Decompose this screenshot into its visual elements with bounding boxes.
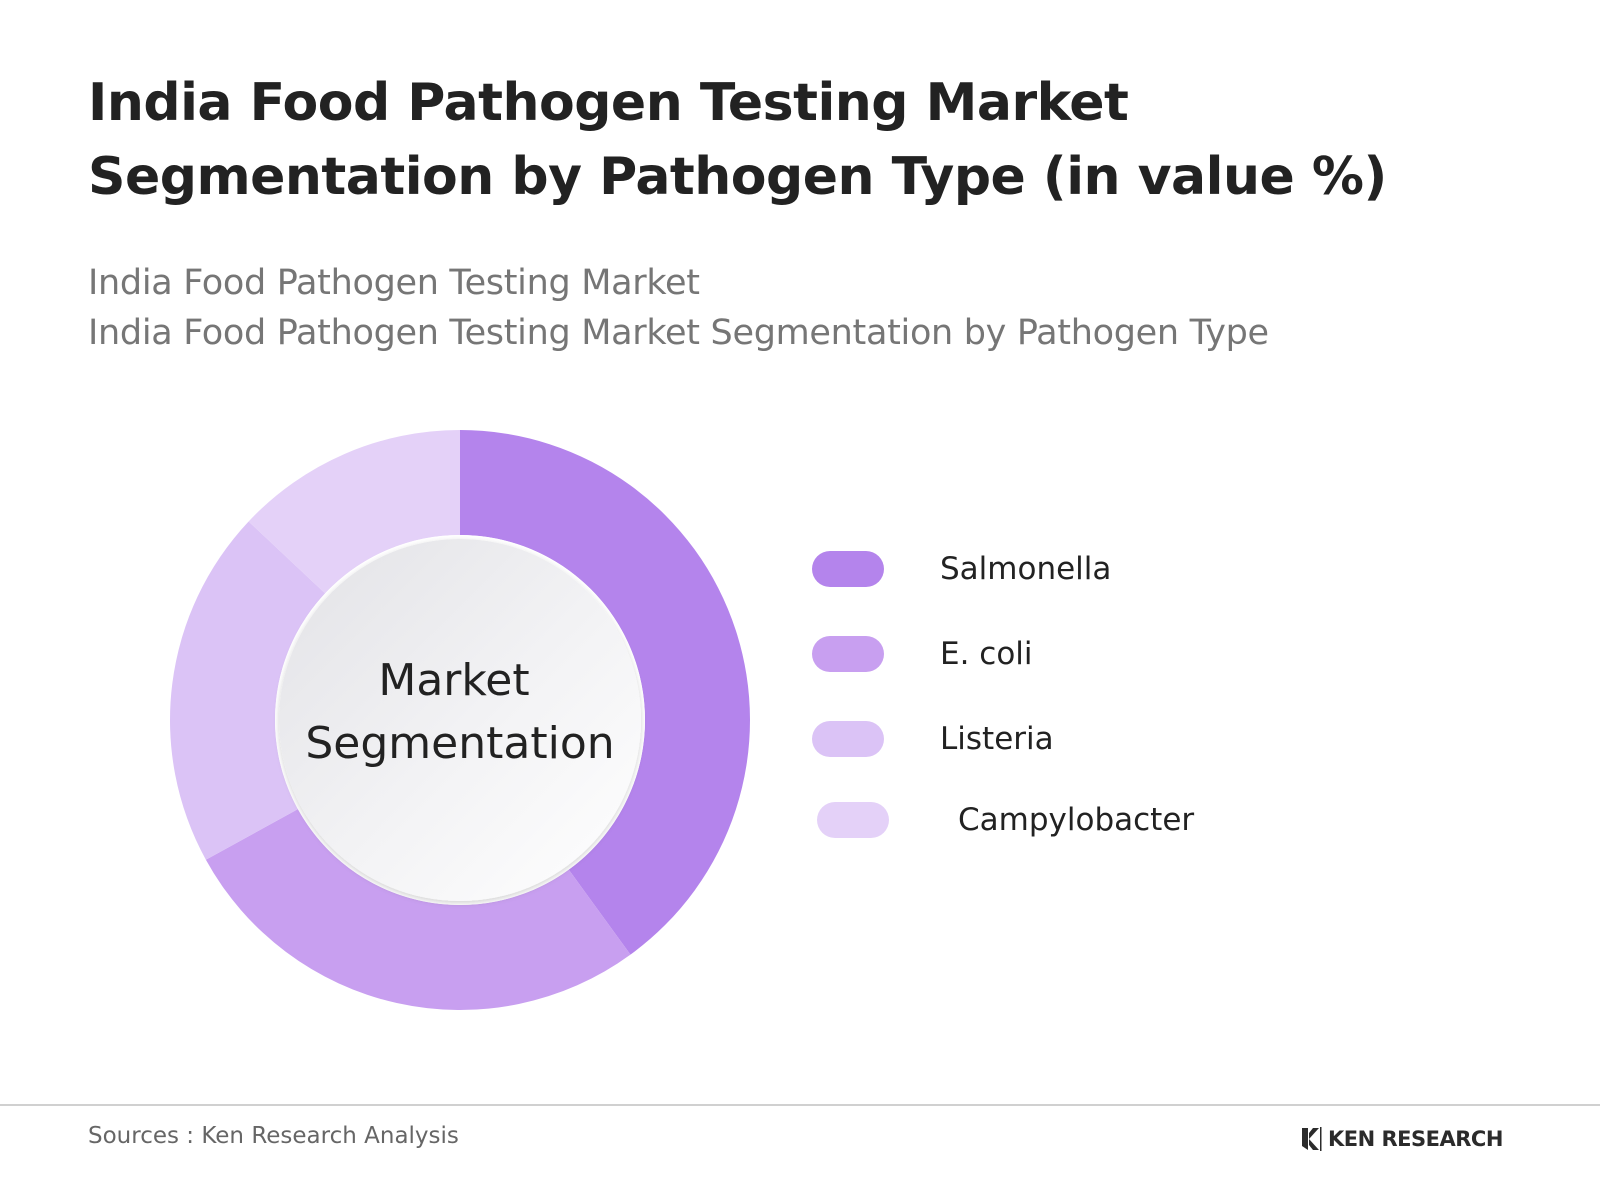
slice-listeria — [170, 521, 326, 860]
legend-label-e-coli: E. coli — [940, 636, 1033, 672]
footer-divider — [0, 1104, 1600, 1106]
legend-label-campylobacter: Campylobacter — [958, 802, 1195, 838]
legend-label-salmonella: Salmonella — [940, 551, 1112, 587]
legend-item-salmonella: Salmonella — [812, 548, 1372, 588]
legend-label-listeria: Listeria — [940, 721, 1054, 757]
center-label-line-2: Segmentation — [305, 718, 614, 769]
legend-swatch-listeria — [812, 721, 884, 757]
ken-research-logo-icon — [1302, 1127, 1322, 1151]
subtitle-block: India Food Pathogen Testing Market India… — [88, 258, 1508, 358]
ken-research-logo-text: KEN RESEARCH — [1328, 1127, 1503, 1151]
legend-swatch-e-coli — [812, 636, 884, 672]
subtitle-line-2: India Food Pathogen Testing Market Segme… — [88, 313, 1269, 353]
ken-research-logo: KEN RESEARCH — [1300, 1124, 1503, 1154]
center-label-line-1: Market — [378, 655, 529, 706]
donut-chart: Market Segmentation — [170, 430, 750, 1010]
slice-salmonella — [460, 430, 750, 955]
donut-slices — [170, 430, 750, 1010]
chart-title: India Food Pathogen Testing Market Segme… — [88, 73, 1387, 207]
legend-item-e-coli: E. coli — [812, 633, 1372, 673]
center-disc — [279, 539, 641, 901]
legend-swatch-campylobacter — [817, 802, 889, 838]
slice-e-coli — [205, 809, 631, 1010]
legend-item-listeria: Listeria — [812, 718, 1372, 758]
slice-campylobacter — [248, 430, 460, 594]
sources-note: Sources : Ken Research Analysis — [88, 1123, 459, 1149]
subtitle-line-1: India Food Pathogen Testing Market — [88, 263, 700, 303]
legend-swatch-salmonella — [812, 551, 884, 587]
legend-item-campylobacter: Campylobacter — [817, 799, 1377, 839]
